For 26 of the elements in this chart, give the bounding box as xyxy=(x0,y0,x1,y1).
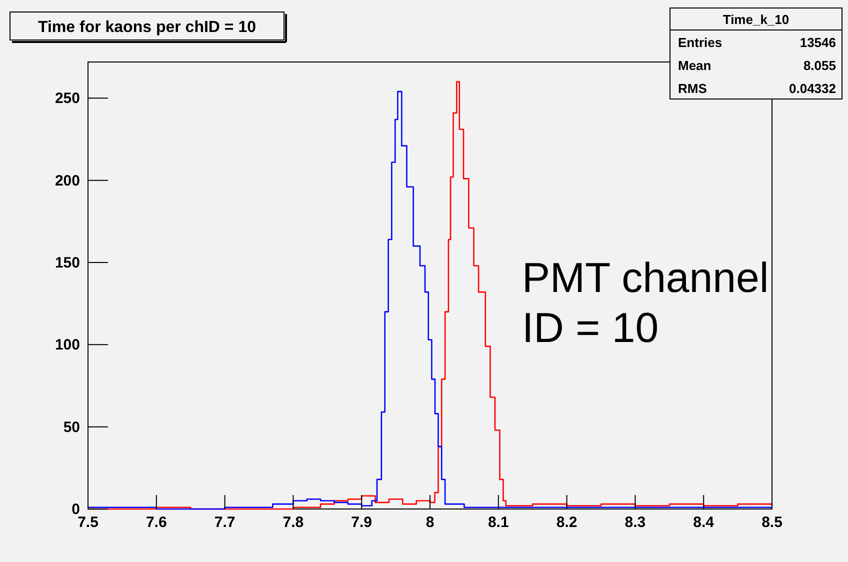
x-tick-label: 8.2 xyxy=(556,514,578,531)
y-tick-label: 50 xyxy=(63,418,80,436)
annotation: PMT channel ID = 10 xyxy=(522,254,769,351)
x-tick-label: 8.5 xyxy=(762,514,782,531)
x-tick-label: 8.3 xyxy=(624,514,646,531)
x-tick-label: 7.5 xyxy=(78,514,98,531)
annotation: RMS xyxy=(678,81,708,96)
y-tick-label: 100 xyxy=(54,336,80,354)
x-tick-label: 7.9 xyxy=(351,514,372,531)
y-tick-label: 200 xyxy=(54,172,80,190)
text: 8.055 xyxy=(803,58,836,73)
y-tick-label: 0 xyxy=(72,501,80,518)
text: Entries xyxy=(678,35,722,50)
text: Time_k_10 xyxy=(722,12,790,27)
x-tick-label: 7.6 xyxy=(146,514,167,531)
annotation: Mean xyxy=(678,58,712,73)
x-tick-label: 8 xyxy=(426,514,434,531)
x-tick-label: 8.1 xyxy=(488,514,509,531)
y-tick-label: 250 xyxy=(54,90,80,108)
x-tick-label: 7.8 xyxy=(282,514,304,531)
text: 13546 xyxy=(800,35,836,50)
chart-title: Time for kaons per chID = 10 xyxy=(38,19,256,36)
text: 0.04332 xyxy=(789,81,836,96)
y-tick-label: 150 xyxy=(54,254,80,272)
x-tick-label: 8.4 xyxy=(693,514,715,531)
x-tick-label: 7.7 xyxy=(214,514,236,531)
